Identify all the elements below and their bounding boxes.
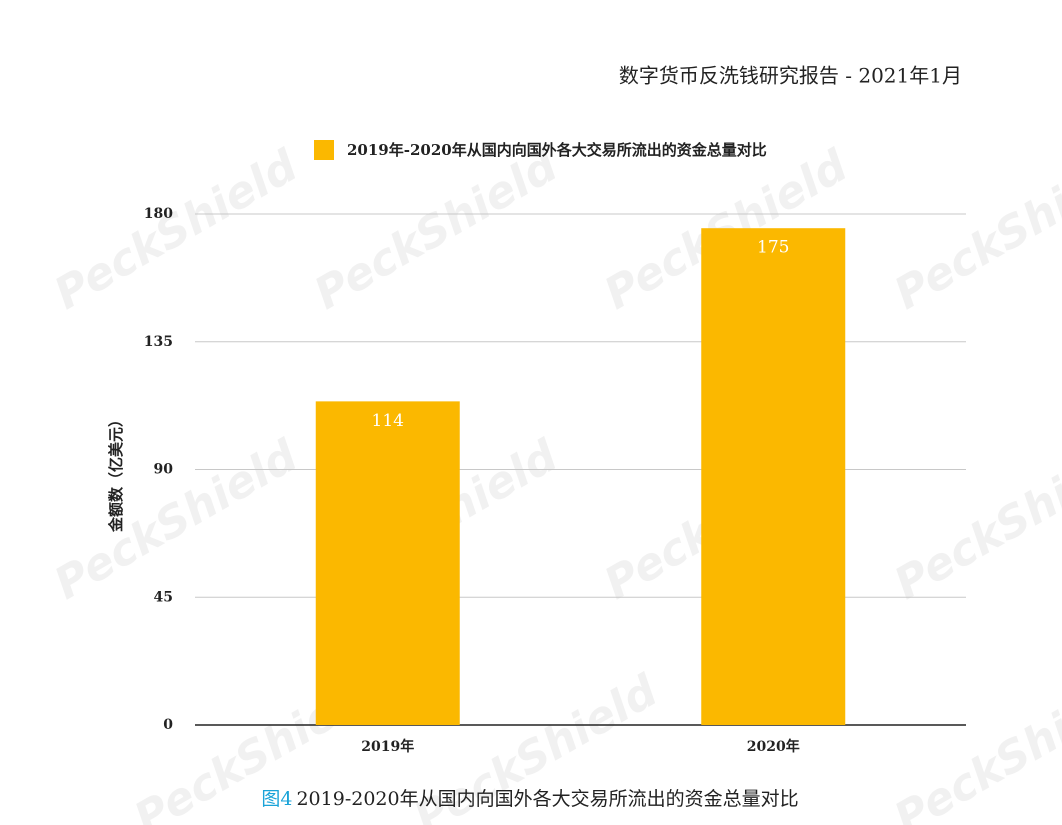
x-tick-label: 2019年 xyxy=(361,738,414,755)
legend-swatch xyxy=(314,140,334,160)
header-title: 数字货币反洗钱研究报告 - 2021年1月 xyxy=(619,64,962,88)
bar xyxy=(315,401,460,725)
y-tick-label: 45 xyxy=(154,589,173,605)
caption: 图4 2019-2020年从国内向国外各大交易所流出的资金总量对比 xyxy=(261,788,798,810)
data-label: 175 xyxy=(757,238,789,258)
watermark: PeckShield xyxy=(46,140,306,320)
watermark: PeckShield xyxy=(46,430,306,610)
y-tick-label: 90 xyxy=(154,462,174,478)
watermark: PeckShield xyxy=(306,140,566,320)
y-tick-label: 0 xyxy=(163,717,173,733)
watermark: PeckShield xyxy=(886,430,1062,610)
y-tick-label: 135 xyxy=(144,334,173,350)
y-axis-label: 金额数（亿美元） xyxy=(107,412,125,533)
y-tick-label: 180 xyxy=(144,206,173,222)
x-tick-label: 2020年 xyxy=(747,738,800,755)
caption-text: 2019-2020年从国内向国外各大交易所流出的资金总量对比 xyxy=(296,788,798,810)
watermark: PeckShield xyxy=(886,665,1062,825)
watermark: PeckShield xyxy=(886,140,1062,320)
legend-label: 2019年-2020年从国内向国外各大交易所流出的资金总量对比 xyxy=(347,141,767,159)
data-label: 114 xyxy=(372,411,404,431)
watermarks: PeckShield PeckShield PeckShieldPeckShield… xyxy=(46,140,1062,825)
caption-label: 图4 xyxy=(261,788,292,810)
bar xyxy=(701,228,846,725)
